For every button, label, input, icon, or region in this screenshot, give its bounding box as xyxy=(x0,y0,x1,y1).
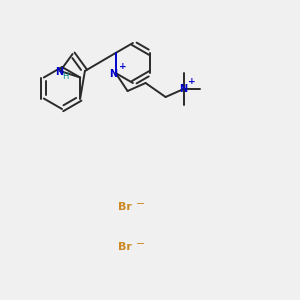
Text: N: N xyxy=(179,84,188,94)
Text: H: H xyxy=(62,71,69,80)
Text: +: + xyxy=(119,61,126,70)
Text: N: N xyxy=(110,69,118,79)
Text: Br: Br xyxy=(118,202,132,212)
Text: +: + xyxy=(188,76,195,85)
Text: Br: Br xyxy=(118,242,132,252)
Text: −: − xyxy=(136,199,146,209)
Text: −: − xyxy=(136,239,146,249)
Text: N: N xyxy=(55,67,63,77)
